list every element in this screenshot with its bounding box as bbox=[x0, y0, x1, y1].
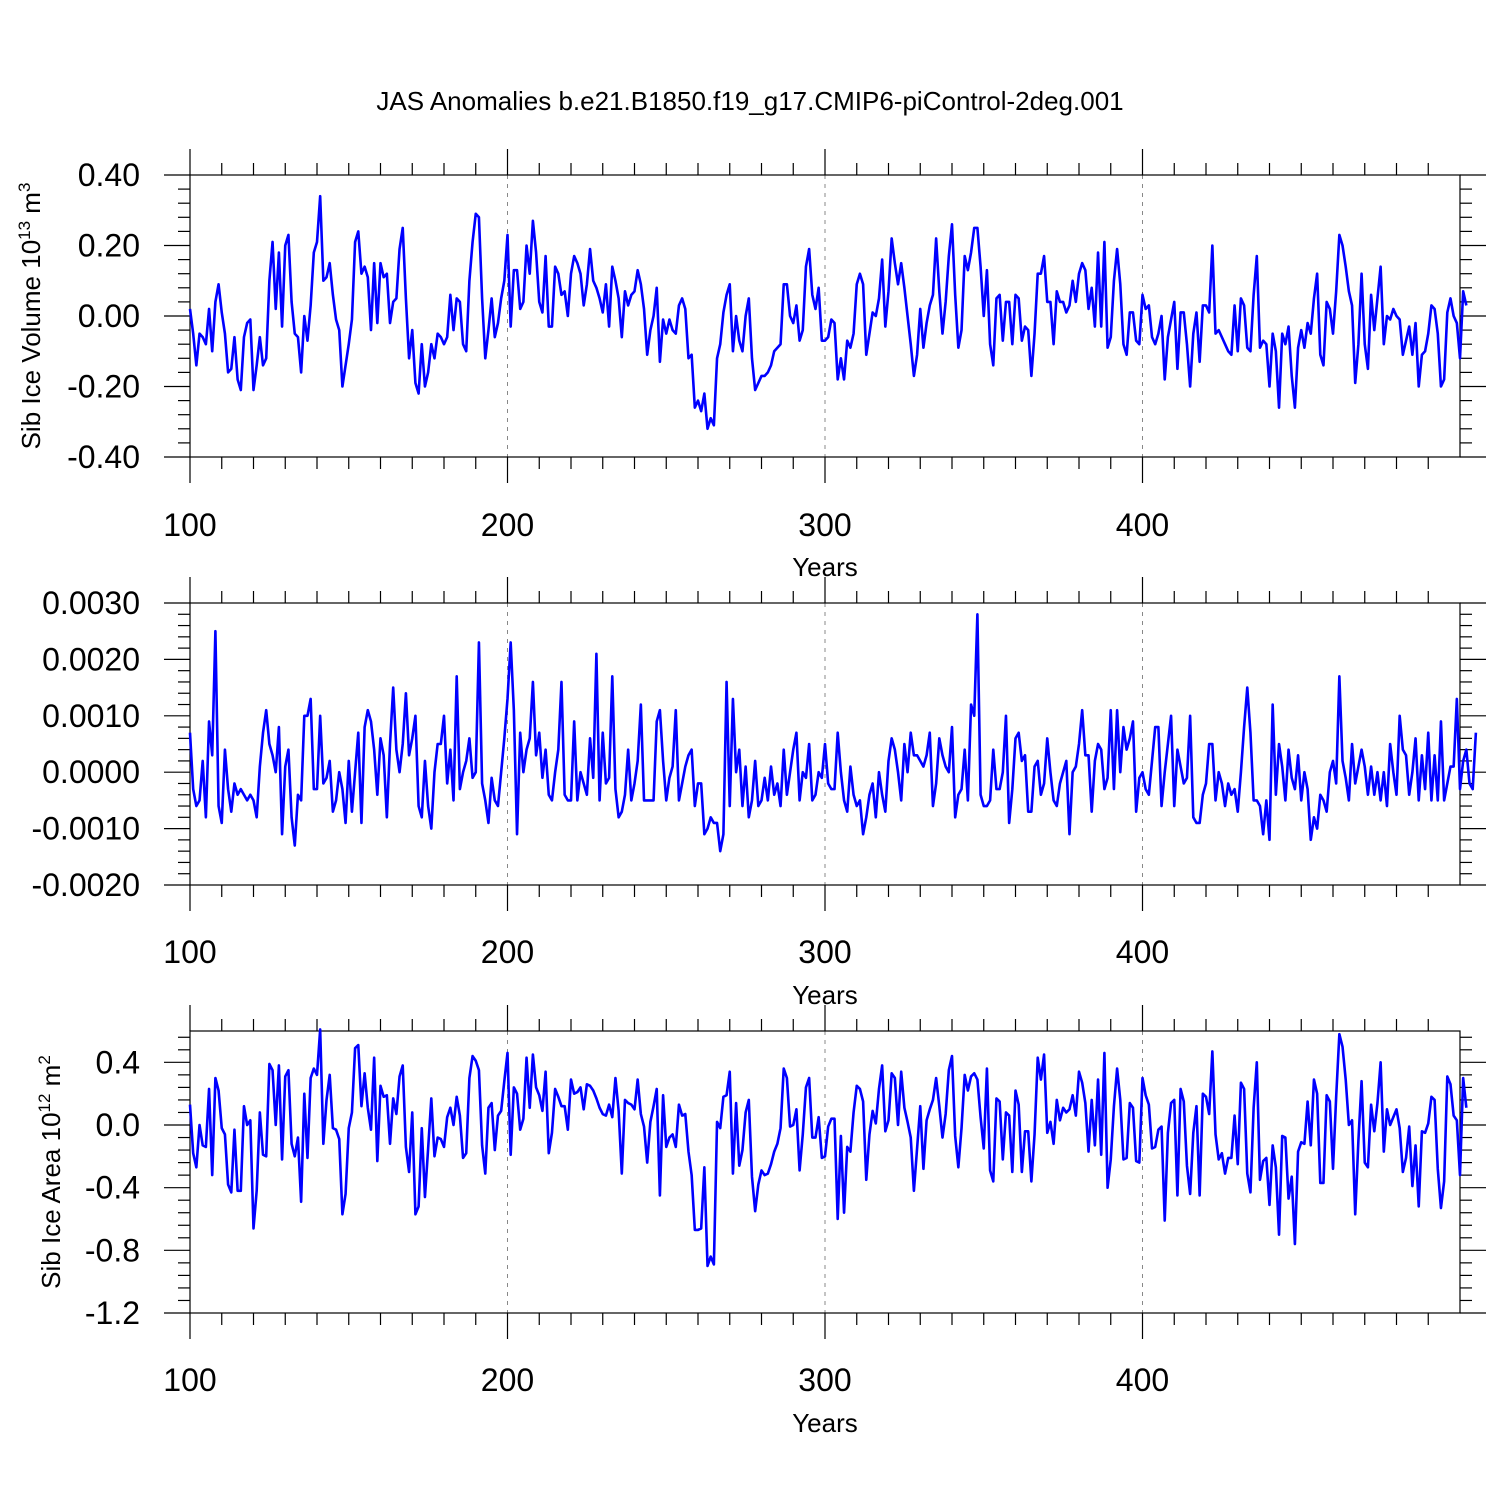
plot-frame bbox=[189, 174, 1461, 458]
y-tick-label: -0.20 bbox=[67, 369, 140, 405]
x-tick-label: 400 bbox=[1116, 507, 1169, 543]
y-tick-label: 0.20 bbox=[78, 228, 140, 264]
x-tick-label: 300 bbox=[798, 1362, 851, 1398]
y-tick-label: 0.0000 bbox=[42, 754, 140, 790]
y-axis-label: Sib Ice Volume 1013 m3 bbox=[15, 183, 46, 450]
y-tick-label: -0.0010 bbox=[31, 811, 140, 847]
chart-panel-2: 100 200 300 400 -0.0020 -0.0010 0.0000 0.0010 0.… bbox=[0, 577, 1486, 1010]
y-tick-label: 0.0020 bbox=[42, 641, 140, 677]
x-tick-label: 100 bbox=[163, 507, 216, 543]
x-tick-label: 300 bbox=[798, 934, 851, 970]
series-line bbox=[188, 612, 1478, 853]
x-tick-label: 400 bbox=[1116, 1362, 1169, 1398]
y-tick-label: -0.4 bbox=[85, 1170, 140, 1206]
y-tick-label: 0.0030 bbox=[42, 585, 140, 621]
figure-title: JAS Anomalies b.e21.B1850.f19_g17.CMIP6-… bbox=[376, 86, 1123, 116]
y-tick-label: 0.4 bbox=[96, 1044, 140, 1080]
y-axis-label: Sib Ice Area 1012 m2 bbox=[35, 1055, 66, 1289]
y-tick-label: -0.40 bbox=[67, 439, 140, 475]
y-tick-label: 0.40 bbox=[78, 157, 140, 193]
plot-frame bbox=[189, 1030, 1461, 1314]
panels: 100 200 300 400 -0.40 -0.20 0.00 0.20 0.40 Years S… bbox=[0, 149, 1486, 1438]
x-axis-label: Years bbox=[792, 1408, 858, 1438]
x-tick-label: 100 bbox=[163, 934, 216, 970]
y-tick-label: 0.0 bbox=[96, 1107, 140, 1143]
x-tick-label: 200 bbox=[481, 507, 534, 543]
x-tick-label: 300 bbox=[798, 507, 851, 543]
chart-panel-1: 100 200 300 400-0.40-0.200.000.200.40YearsS… bbox=[15, 149, 1486, 582]
y-axis-label: Sib Snow Volume 1013 m3 bbox=[0, 595, 4, 892]
y-tick-label: 0.0010 bbox=[42, 698, 140, 734]
x-tick-label: 100 bbox=[163, 1362, 216, 1398]
series-line bbox=[188, 1028, 1468, 1268]
x-tick-label: 200 bbox=[481, 1362, 534, 1398]
y-tick-label: -1.2 bbox=[85, 1295, 140, 1331]
y-tick-label: -0.8 bbox=[85, 1232, 140, 1268]
y-tick-label: -0.0020 bbox=[31, 867, 140, 903]
x-tick-label: 400 bbox=[1116, 934, 1169, 970]
y-tick-label: 0.00 bbox=[78, 298, 140, 334]
chart-panel-3: 100 200 300 400 -1.2 -0.8 -0.4 0.0 0.4 Years Sib I… bbox=[35, 1005, 1486, 1438]
x-tick-label: 200 bbox=[481, 934, 534, 970]
series-line bbox=[188, 194, 1468, 431]
